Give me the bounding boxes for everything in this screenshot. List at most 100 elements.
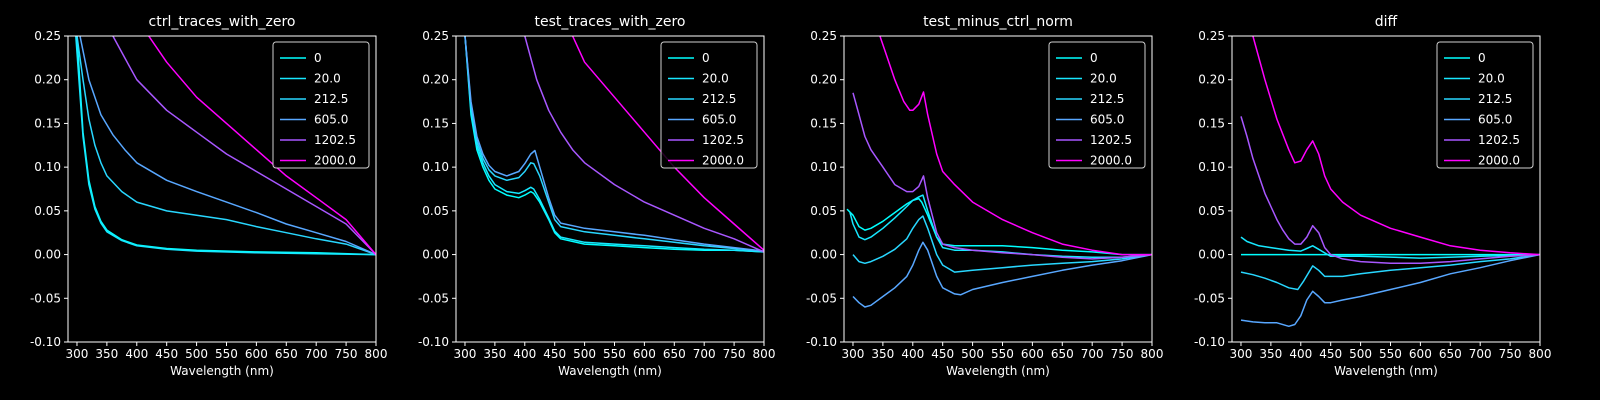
x-tick-label: 550 <box>1379 347 1402 361</box>
x-tick-label: 500 <box>185 347 208 361</box>
y-tick-label: -0.10 <box>1194 335 1225 349</box>
plot-frame <box>843 35 1153 343</box>
y-tick-label: 0.00 <box>422 248 449 262</box>
x-tick-label: 750 <box>335 347 358 361</box>
legend: 0 20.0 212.5 605.0 1202.5 2000.0 <box>1048 41 1146 169</box>
x-tick-label: 600 <box>1021 347 1044 361</box>
series-group <box>464 36 764 253</box>
y-tick-label: 0.05 <box>810 204 837 218</box>
series-line-0 <box>464 36 764 253</box>
y-tick-label: -0.10 <box>418 335 449 349</box>
series-line-1202.5 <box>524 36 764 253</box>
legend-entry: 1202.5 <box>702 133 744 147</box>
series-line-605.0 <box>1240 253 1540 328</box>
y-tick-label: 0.10 <box>1198 160 1225 174</box>
legend-entry: 2000.0 <box>1478 154 1520 168</box>
legend-entry: 605.0 <box>702 113 736 127</box>
legend-entry: 0 <box>1478 51 1486 65</box>
y-tick-label: 0.25 <box>422 29 449 43</box>
x-tick-label: 350 <box>1259 347 1282 361</box>
y-tick-label: 0.15 <box>1198 116 1225 130</box>
legend-entry: 20.0 <box>1090 72 1117 86</box>
legend-entry: 605.0 <box>314 113 348 127</box>
series-line-20.0 <box>75 36 376 256</box>
chart-panel-0: ctrl_traces_with_zero 300 350 400 450 500 550 6… <box>30 14 388 378</box>
x-tick-label: 400 <box>1289 347 1312 361</box>
plot-frame <box>67 35 377 343</box>
x-tick-label: 550 <box>603 347 626 361</box>
series-line-605.0 <box>79 36 376 256</box>
x-tick-label: 650 <box>1051 347 1074 361</box>
x-tick-label: 600 <box>1409 347 1432 361</box>
series-line-212.5 <box>852 215 1152 273</box>
chart-panel-3: diff 300 350 400 450 500 550 600 650 700 750 800 -0.… <box>1194 14 1552 378</box>
series-line-2000.0 <box>879 36 1152 256</box>
plot-frame <box>455 35 765 343</box>
x-tick-label: 450 <box>931 347 954 361</box>
series-line-1202.5 <box>852 92 1152 260</box>
x-axis-label: Wavelength (nm) <box>558 364 662 378</box>
x-axis-label: Wavelength (nm) <box>170 364 274 378</box>
series-line-605.0 <box>852 241 1152 308</box>
y-tick-label: 0.20 <box>34 73 61 87</box>
legend-entry: 1202.5 <box>1090 133 1132 147</box>
x-axis-label: Wavelength (nm) <box>1334 364 1438 378</box>
y-tick-label: -0.10 <box>806 335 837 349</box>
y-tick-label: 0.15 <box>810 116 837 130</box>
series-line-0 <box>846 197 1152 256</box>
y-tick-label: 0.05 <box>1198 204 1225 218</box>
x-tick-label: 300 <box>842 347 865 361</box>
chart-title: ctrl_traces_with_zero <box>149 14 296 30</box>
x-tick-label: 300 <box>454 347 477 361</box>
legend-box <box>272 41 370 169</box>
legend: 0 20.0 212.5 605.0 1202.5 2000.0 <box>1436 41 1534 169</box>
chart-panel-2: test_minus_ctrl_norm 300 350 400 450 500 550 60… <box>806 14 1164 378</box>
x-tick-label: 500 <box>1349 347 1372 361</box>
series-line-212.5 <box>76 36 376 256</box>
chart-panel-1: test_traces_with_zero 300 350 400 450 500 550 6… <box>418 14 776 378</box>
x-tick-label: 300 <box>66 347 89 361</box>
legend-entry: 605.0 <box>1090 113 1124 127</box>
legend-entry: 20.0 <box>1478 72 1505 86</box>
legend-entry: 20.0 <box>314 72 341 86</box>
x-tick-label: 800 <box>1141 347 1164 361</box>
x-tick-label: 750 <box>1111 347 1134 361</box>
y-tick-label: -0.05 <box>30 291 61 305</box>
y-tick-label: 0.05 <box>34 204 61 218</box>
series-line-20.0 <box>1240 236 1540 259</box>
legend-box <box>660 41 758 169</box>
legend-entry: 0 <box>1090 51 1098 65</box>
y-tick-label: 0.00 <box>34 248 61 262</box>
x-tick-label: 550 <box>215 347 238 361</box>
x-tick-label: 700 <box>305 347 328 361</box>
series-line-20.0 <box>464 36 764 253</box>
legend: 0 20.0 212.5 605.0 1202.5 2000.0 <box>272 41 370 169</box>
y-tick-label: 0.25 <box>1198 29 1225 43</box>
y-tick-label: 0.20 <box>810 73 837 87</box>
x-tick-label: 650 <box>663 347 686 361</box>
series-group <box>75 36 376 256</box>
legend-entry: 1202.5 <box>314 133 356 147</box>
series-line-212.5 <box>464 36 764 252</box>
legend-entry: 2000.0 <box>702 154 744 168</box>
legend-entry: 0 <box>702 51 710 65</box>
y-tick-label: 0.10 <box>422 160 449 174</box>
chart-title: test_traces_with_zero <box>535 14 686 30</box>
legend-entry: 212.5 <box>1090 92 1124 106</box>
x-tick-label: 500 <box>573 347 596 361</box>
x-tick-label: 350 <box>483 347 506 361</box>
chart-title: test_minus_ctrl_norm <box>923 14 1073 30</box>
legend-entry: 2000.0 <box>1090 154 1132 168</box>
legend-entry: 212.5 <box>702 92 736 106</box>
legend-entry: 20.0 <box>702 72 729 86</box>
series-line-2000.0 <box>1252 36 1540 256</box>
series-line-212.5 <box>1240 253 1540 291</box>
y-tick-label: 0.10 <box>34 160 61 174</box>
x-tick-label: 800 <box>365 347 388 361</box>
x-tick-label: 800 <box>1529 347 1552 361</box>
series-group <box>846 36 1152 308</box>
x-tick-label: 650 <box>1439 347 1462 361</box>
series-group <box>1240 36 1540 328</box>
x-tick-label: 650 <box>275 347 298 361</box>
